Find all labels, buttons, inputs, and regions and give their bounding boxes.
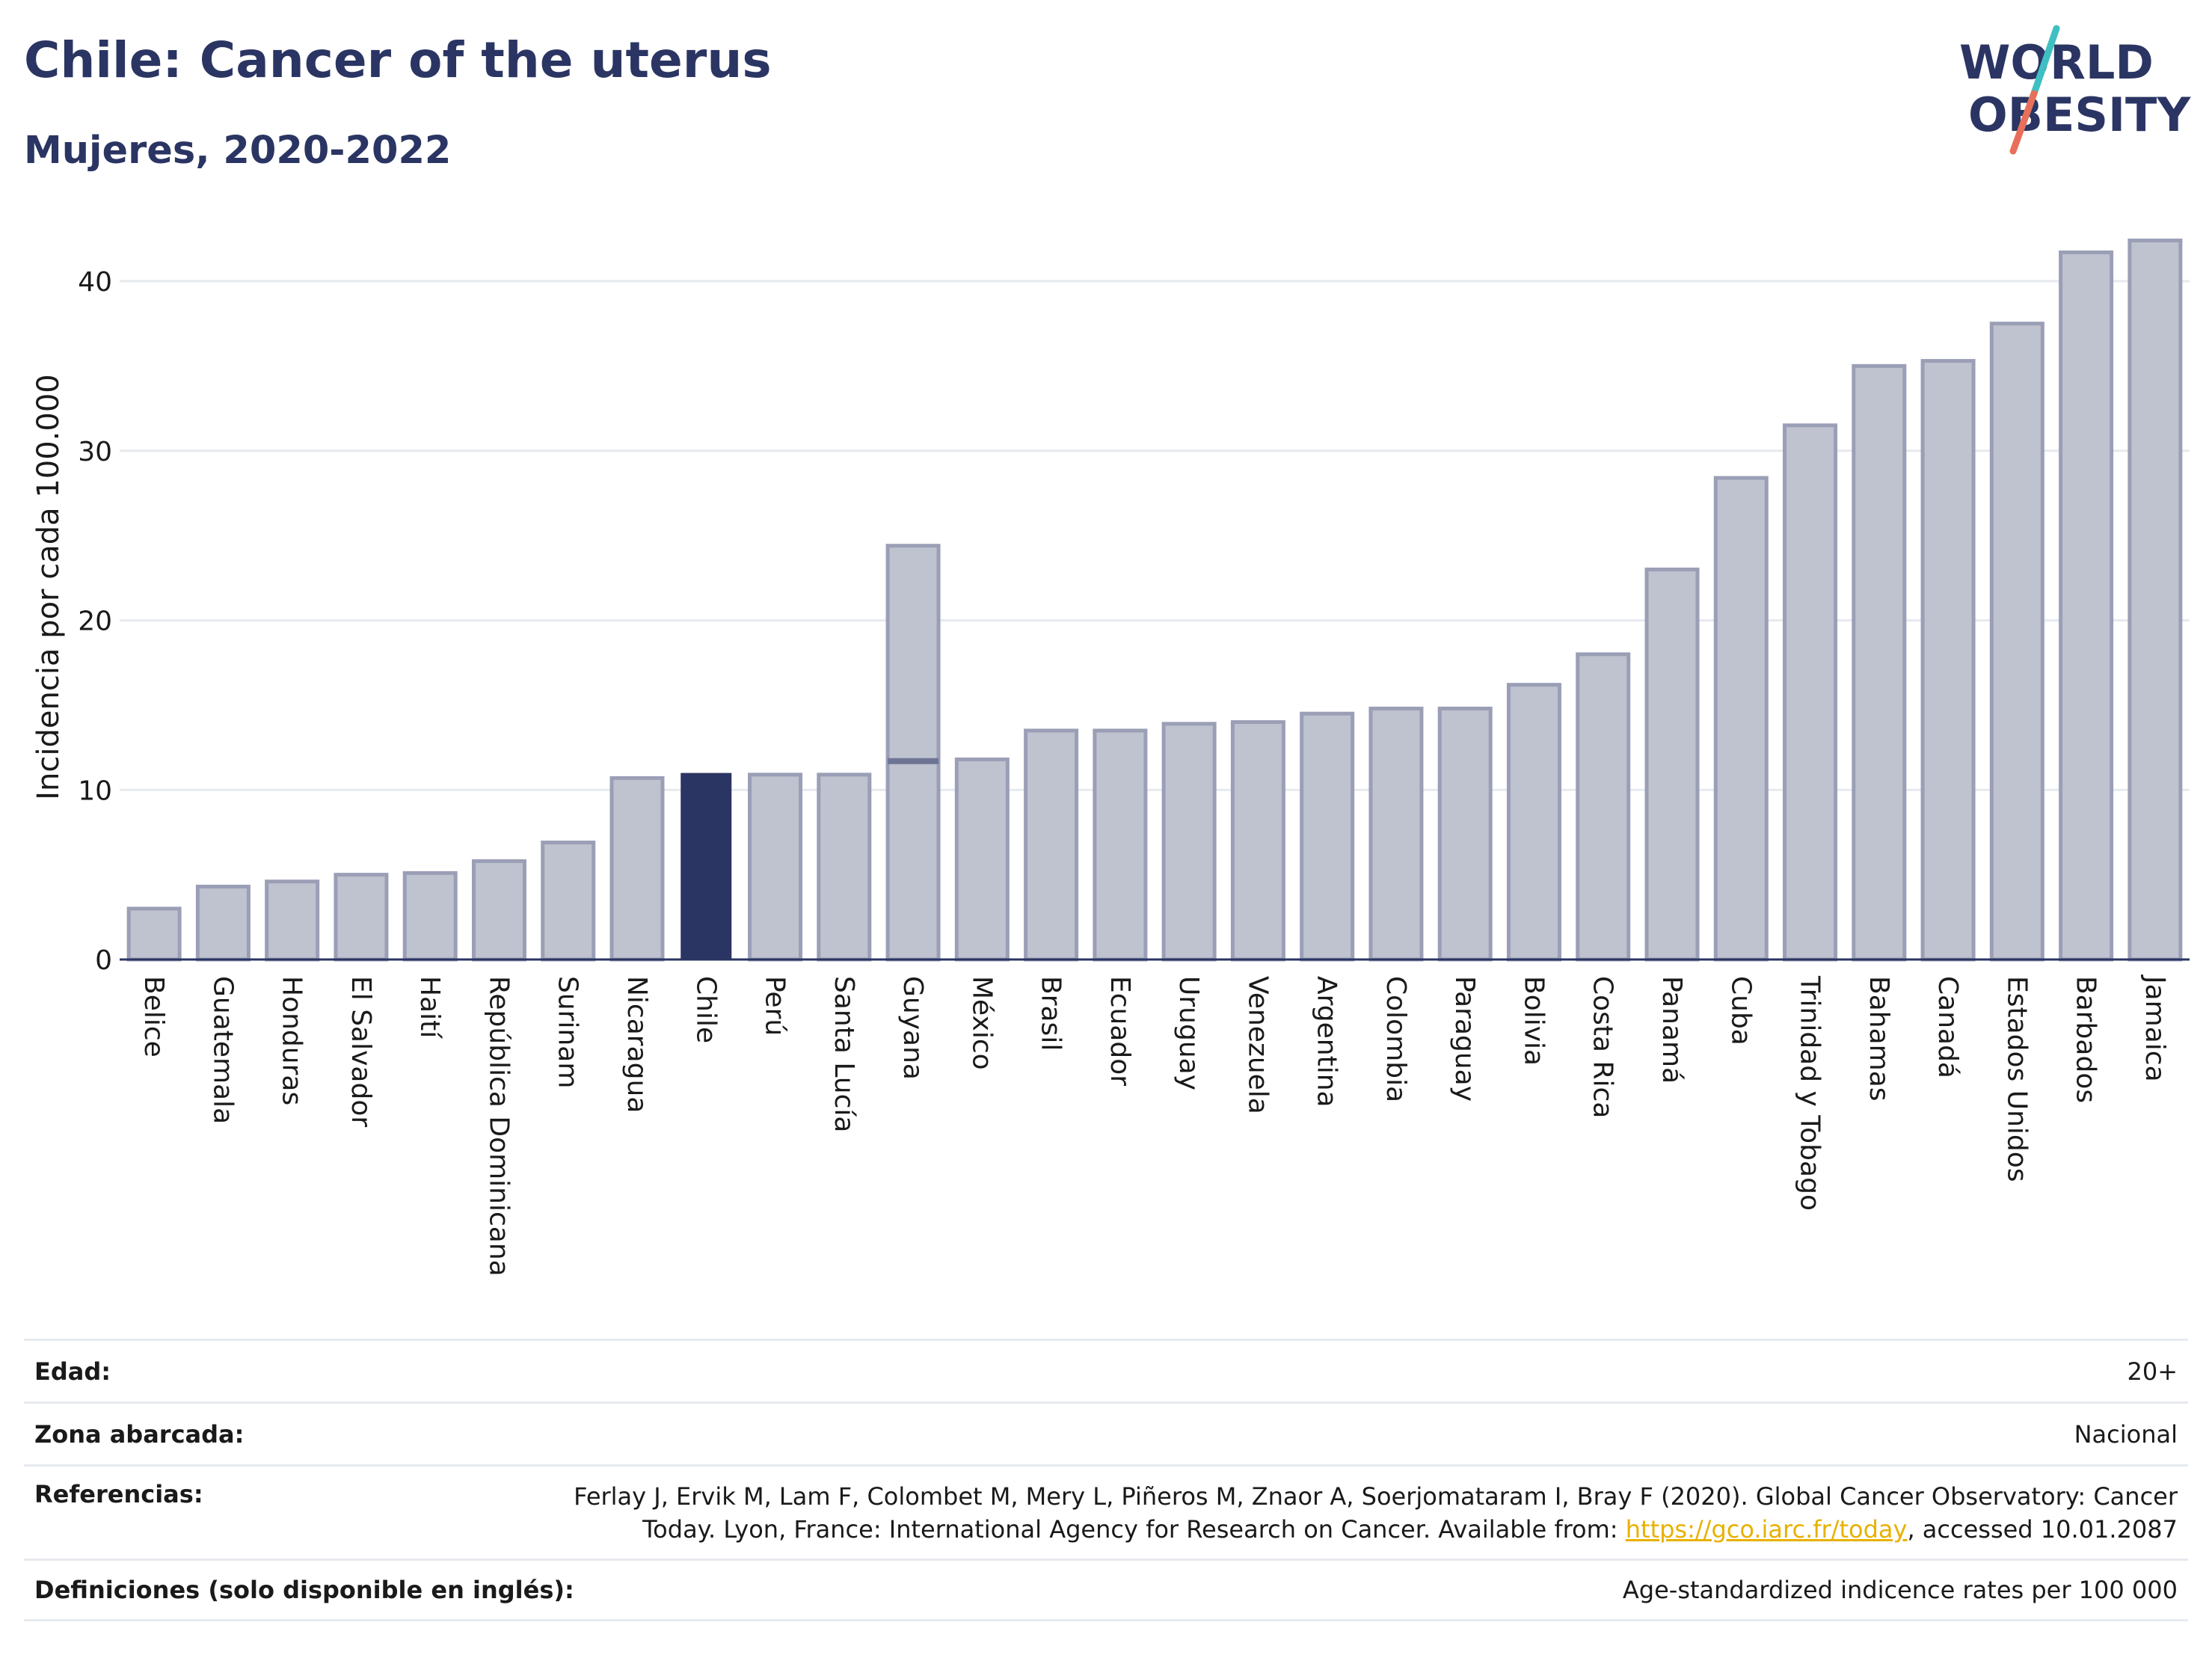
bar-belice bbox=[126, 906, 182, 962]
logo-slash-coral bbox=[2009, 90, 2038, 155]
info-label-zona: Zona abarcada: bbox=[34, 1419, 245, 1449]
bar-argentina bbox=[1300, 711, 1355, 962]
bar-ecuador bbox=[1093, 728, 1148, 962]
bar-santa-lucía bbox=[817, 773, 872, 962]
bar-bahamas bbox=[1852, 363, 1907, 962]
info-label-definiciones: Definiciones (solo disponible en inglés)… bbox=[34, 1576, 574, 1604]
x-tick-label: Chile bbox=[690, 976, 721, 1043]
x-tick-label: Haití bbox=[414, 976, 445, 1039]
info-row-definiciones: Definiciones (solo disponible en inglés)… bbox=[24, 1559, 2188, 1621]
x-tick-label: Guatemala bbox=[207, 976, 238, 1124]
x-tick-label: El Salvador bbox=[345, 976, 376, 1127]
bar-méxico bbox=[954, 757, 1010, 962]
x-tick-label: Bahamas bbox=[1864, 976, 1894, 1102]
bar-colombia bbox=[1368, 706, 1424, 962]
x-tick-label: Honduras bbox=[277, 976, 307, 1105]
info-value-referencias: Ferlay J, Ervik M, Lam F, Colombet M, Me… bbox=[574, 1480, 2178, 1546]
y-tick-label: 20 bbox=[78, 607, 112, 637]
bar-haití bbox=[402, 871, 458, 962]
bar-venezuela bbox=[1230, 720, 1285, 962]
info-row-referencias: Referencias: Ferlay J, Ervik M, Lam F, C… bbox=[24, 1464, 2188, 1559]
logo-slash-teal bbox=[2030, 25, 2060, 97]
info-table: Edad: 20+ Zona abarcada: Nacional Refere… bbox=[24, 1339, 2188, 1621]
x-tick-label: Surinam bbox=[553, 976, 583, 1088]
bar-costa-rica bbox=[1576, 652, 1631, 962]
bar-canadá bbox=[1920, 359, 1976, 962]
bar-chile bbox=[681, 773, 732, 959]
x-tick-label: Estados Unidos bbox=[2001, 976, 2032, 1182]
x-tick-label: Belice bbox=[138, 976, 169, 1057]
info-value-edad: 20+ bbox=[2127, 1357, 2178, 1386]
info-label-edad: Edad: bbox=[34, 1357, 111, 1386]
x-tick-label: Nicaragua bbox=[621, 976, 652, 1113]
y-axis-label: Incidencia por cada 100.000 bbox=[31, 374, 66, 800]
x-tick-label: Argentina bbox=[1312, 976, 1342, 1108]
x-tick-label: Bolivia bbox=[1518, 976, 1549, 1066]
bar-guatemala bbox=[195, 884, 251, 962]
reference-line1: Ferlay J, Ervik M, Lam F, Colombet M, Me… bbox=[574, 1482, 2178, 1511]
x-tick-label: Costa Rica bbox=[1588, 976, 1618, 1118]
x-tick-label: Trinidad y Tobago bbox=[1795, 975, 1825, 1211]
y-tick-label: 40 bbox=[78, 267, 112, 298]
x-tick-label: Colombia bbox=[1380, 976, 1411, 1102]
bar-guyana bbox=[885, 544, 941, 962]
bar-nicaragua bbox=[609, 776, 665, 962]
bar-barbados bbox=[2059, 250, 2114, 962]
x-tick-label: Paraguay bbox=[1449, 976, 1480, 1102]
x-tick-label: Perú bbox=[760, 976, 790, 1036]
x-tick-label: Panamá bbox=[1656, 976, 1687, 1084]
bar-bolivia bbox=[1506, 683, 1561, 962]
bar-panamá bbox=[1644, 567, 1700, 962]
reference-line2-post: , accessed 10.01.2087 bbox=[1907, 1515, 2178, 1544]
info-label-referencias: Referencias: bbox=[34, 1480, 203, 1508]
logo-line2: OBESITY bbox=[1968, 87, 2191, 142]
x-tick-label: Santa Lucía bbox=[829, 976, 859, 1132]
y-tick-label: 30 bbox=[78, 437, 112, 467]
bar-honduras bbox=[265, 879, 320, 962]
reference-line2-pre: Today. Lyon, France: International Agenc… bbox=[642, 1515, 1626, 1544]
bar-república-dominicana bbox=[471, 859, 526, 962]
x-tick-label: Guyana bbox=[897, 976, 928, 1080]
bar-brasil bbox=[1024, 728, 1079, 962]
x-tick-label: Cuba bbox=[1725, 976, 1756, 1045]
reference-link[interactable]: https://gco.iarc.fr/today bbox=[1625, 1515, 1908, 1544]
bar-trinidad-y-tobago bbox=[1783, 423, 1838, 962]
x-tick-label: Jamaica bbox=[2139, 974, 2170, 1082]
x-tick-label: Brasil bbox=[1036, 976, 1066, 1051]
bar-el-salvador bbox=[334, 873, 389, 962]
bar-cuba bbox=[1713, 476, 1769, 962]
world-obesity-logo: WORLD OBESITY bbox=[1959, 25, 2191, 155]
logo-line1: WORLD bbox=[1959, 35, 2154, 90]
bar-jamaica bbox=[2127, 239, 2183, 962]
bar-chart: 0 10 20 30 40 Incidencia por cada 100.000 Beli… bbox=[31, 239, 2190, 1277]
info-value-zona: Nacional bbox=[2074, 1419, 2178, 1449]
x-tick-label: México bbox=[966, 976, 997, 1070]
chart-subtitle: Mujeres, 2020-2022 bbox=[24, 129, 452, 173]
x-tick-label: Canadá bbox=[1932, 976, 1963, 1078]
chart-title: Chile: Cancer of the uterus bbox=[24, 31, 772, 89]
bar-uruguay bbox=[1161, 722, 1217, 962]
info-row-zona: Zona abarcada: Nacional bbox=[24, 1401, 2188, 1464]
bar-surinam bbox=[541, 841, 596, 962]
bar-estados-unidos bbox=[1989, 322, 2044, 962]
x-tick-label: Venezuela bbox=[1242, 976, 1273, 1114]
y-tick-label: 10 bbox=[78, 776, 112, 806]
x-tick-label: República Dominicana bbox=[483, 976, 514, 1277]
x-tick-label: Uruguay bbox=[1173, 976, 1204, 1090]
y-tick-label: 0 bbox=[95, 945, 112, 976]
info-row-edad: Edad: 20+ bbox=[24, 1339, 2188, 1401]
bar-paraguay bbox=[1437, 706, 1493, 962]
x-tick-label: Ecuador bbox=[1105, 976, 1135, 1086]
x-tick-label: Barbados bbox=[2071, 976, 2101, 1103]
bar-perú bbox=[748, 773, 803, 962]
info-value-definiciones: Age-standardized indicence rates per 100… bbox=[1622, 1576, 2178, 1604]
